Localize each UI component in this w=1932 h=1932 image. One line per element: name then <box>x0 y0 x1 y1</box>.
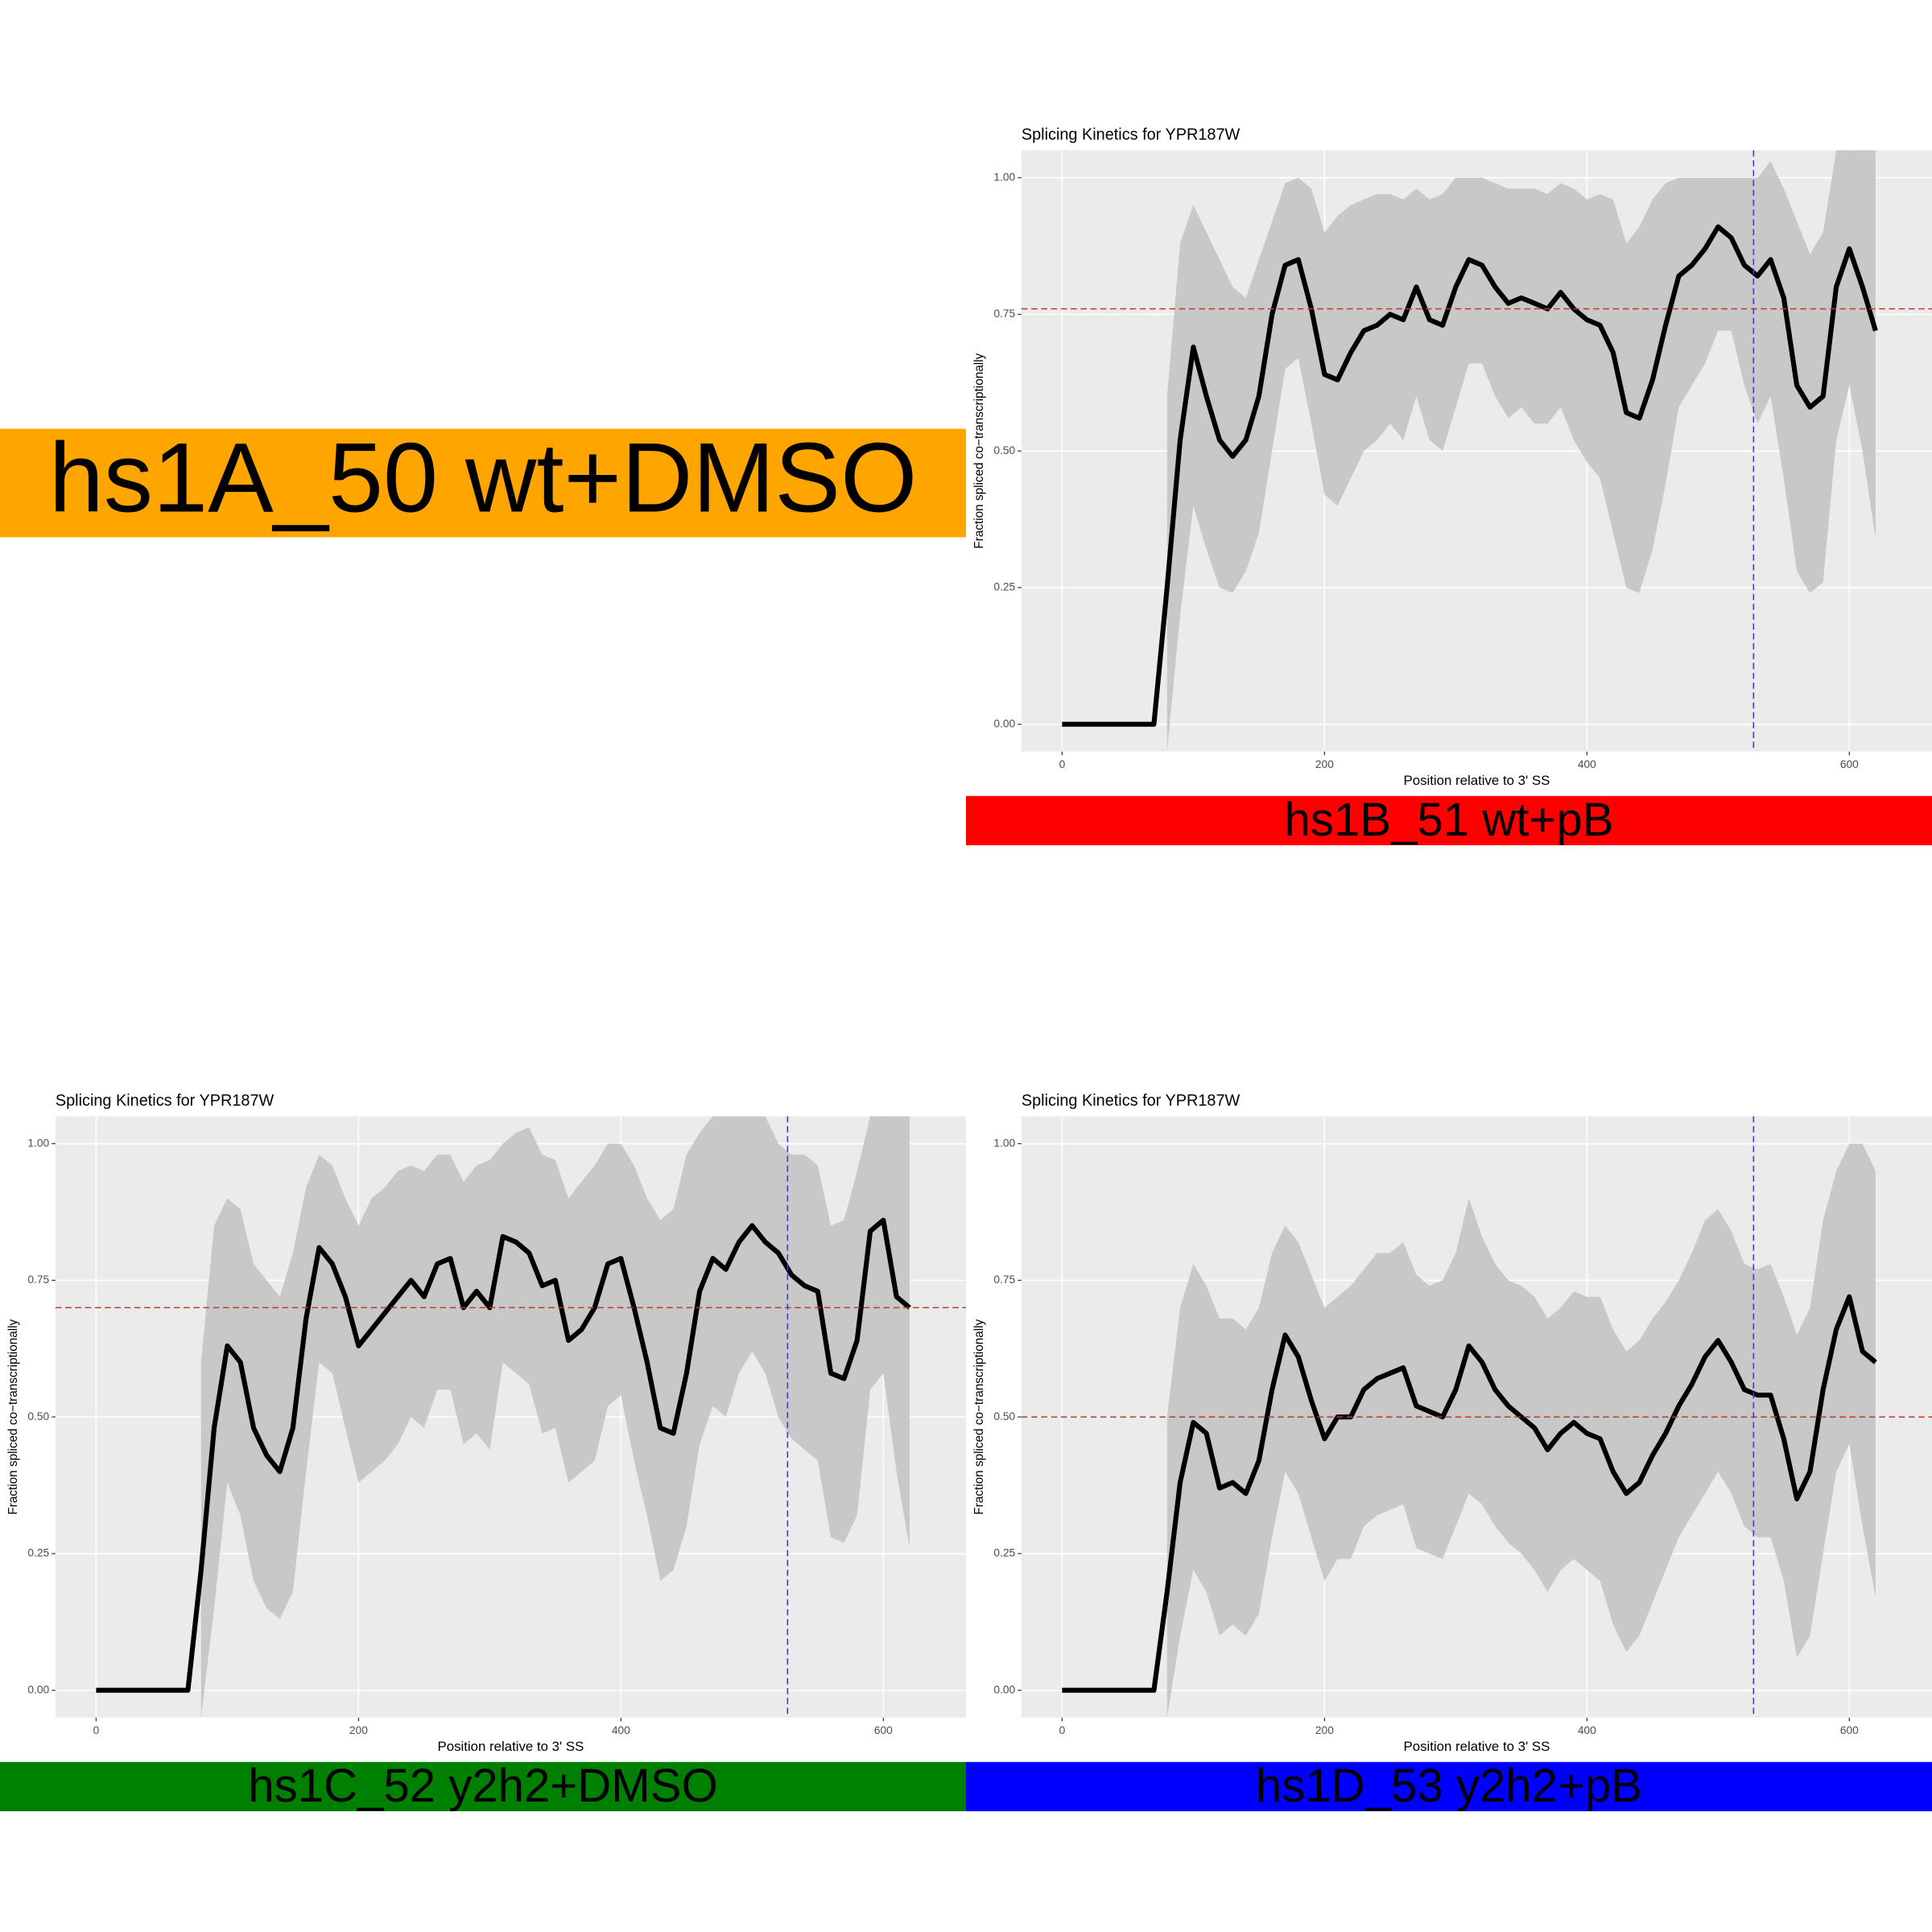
y-tick-label: 0.25 <box>993 581 1015 593</box>
x-tick-label: 0 <box>1059 1724 1066 1736</box>
x-axis-label: Position relative to 3' SS <box>1404 1739 1550 1754</box>
x-tick-label: 400 <box>612 1724 630 1736</box>
x-tick-label: 600 <box>1840 1724 1859 1736</box>
y-tick-label: 0.25 <box>27 1547 49 1559</box>
x-tick-label: 200 <box>1315 758 1334 770</box>
x-tick-label: 0 <box>1059 758 1066 770</box>
y-tick-label: 0.50 <box>993 444 1015 456</box>
y-tick-label: 1.00 <box>993 1137 1015 1149</box>
data-line <box>1062 1294 1877 1693</box>
y-axis-label: Fraction spliced co−transcriptionally <box>972 353 986 548</box>
y-axis-label: Fraction spliced co−transcriptionally <box>6 1319 20 1514</box>
y-tick-label: 0.00 <box>27 1683 49 1695</box>
label-banner <box>0 428 966 538</box>
y-tick-label: 0.25 <box>993 1547 1015 1559</box>
label-banner <box>966 1761 1932 1811</box>
panel-label: hs1D_53 y2h2+pB <box>1256 1760 1642 1812</box>
y-axis-label: Fraction spliced co−transcriptionally <box>972 1319 986 1514</box>
confidence-band <box>1166 150 1876 752</box>
x-tick-label: 600 <box>1840 758 1859 770</box>
y-tick-label: 1.00 <box>27 1137 49 1149</box>
y-tick-label: 0.75 <box>993 1274 1015 1286</box>
x-axis-label: Position relative to 3' SS <box>438 1739 584 1754</box>
x-tick-label: 0 <box>93 1724 100 1736</box>
confidence-band <box>200 1116 910 1718</box>
data-line <box>96 1217 911 1693</box>
x-tick-label: 400 <box>1578 1724 1596 1736</box>
label-banner <box>966 795 1932 845</box>
label-banner <box>0 1761 966 1811</box>
panel-label: hs1A_50 wt+DMSO <box>49 422 918 532</box>
y-tick-label: 0.00 <box>993 717 1015 729</box>
y-tick-label: 1.00 <box>993 171 1015 183</box>
chart-title: Splicing Kinetics for YPR187W <box>56 1092 275 1110</box>
x-tick-label: 200 <box>1315 1724 1334 1736</box>
y-tick-label: 0.75 <box>993 308 1015 320</box>
y-tick-label: 0.75 <box>27 1274 49 1286</box>
confidence-band <box>1166 1143 1876 1718</box>
chart-title: Splicing Kinetics for YPR187W <box>1022 1092 1241 1110</box>
y-tick-label: 0.00 <box>993 1683 1015 1695</box>
y-tick-label: 0.50 <box>993 1410 1015 1422</box>
data-line <box>1062 224 1878 727</box>
x-axis-label: Position relative to 3' SS <box>1404 773 1550 788</box>
chart-title: Splicing Kinetics for YPR187W <box>1022 126 1241 144</box>
x-tick-label: 600 <box>874 1724 893 1736</box>
panel-label: hs1C_52 y2h2+DMSO <box>248 1760 718 1812</box>
x-tick-label: 400 <box>1578 758 1596 770</box>
y-tick-label: 0.50 <box>27 1410 49 1422</box>
x-tick-label: 200 <box>349 1724 368 1736</box>
panel-label: hs1B_51 wt+pB <box>1285 794 1614 846</box>
